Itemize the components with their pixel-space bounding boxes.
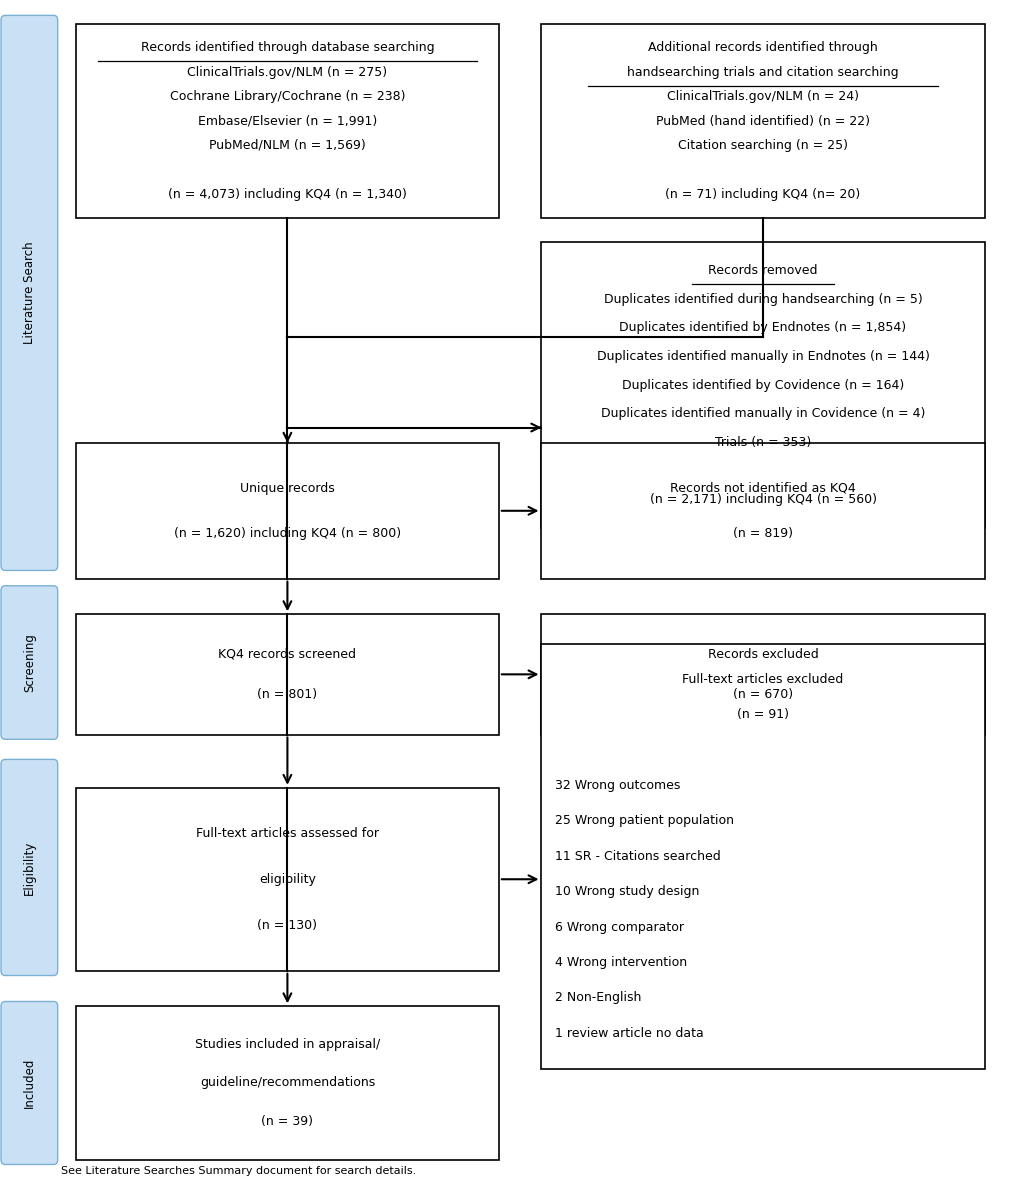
Text: 32 Wrong outcomes: 32 Wrong outcomes [554, 778, 679, 792]
Text: 11 SR - Citations searched: 11 SR - Citations searched [554, 849, 720, 863]
FancyBboxPatch shape [76, 788, 498, 971]
Text: KQ4 records screened: KQ4 records screened [218, 647, 356, 661]
Text: Duplicates identified manually in Endnotes (n = 144): Duplicates identified manually in Endnot… [596, 350, 928, 363]
Text: Records not identified as KQ4: Records not identified as KQ4 [669, 482, 855, 495]
FancyBboxPatch shape [1, 15, 58, 570]
Text: 4 Wrong intervention: 4 Wrong intervention [554, 955, 686, 970]
Text: Duplicates identified by Covidence (n = 164): Duplicates identified by Covidence (n = … [622, 378, 903, 392]
Text: 1 review article no data: 1 review article no data [554, 1026, 703, 1040]
FancyBboxPatch shape [541, 24, 984, 218]
Text: Eligibility: Eligibility [23, 840, 35, 895]
Text: Additional records identified through: Additional records identified through [647, 41, 878, 54]
Text: Unique records: Unique records [240, 482, 335, 495]
Text: (n = 39): (n = 39) [261, 1115, 313, 1128]
Text: 10 Wrong study design: 10 Wrong study design [554, 885, 699, 899]
Text: (n = 71) including KQ4 (n= 20): (n = 71) including KQ4 (n= 20) [665, 188, 859, 201]
Text: Records identified through database searching: Records identified through database sear… [141, 41, 434, 54]
FancyBboxPatch shape [541, 443, 984, 579]
Text: handsearching trials and citation searching: handsearching trials and citation search… [627, 66, 898, 79]
Text: eligibility: eligibility [259, 873, 315, 886]
Text: Records removed: Records removed [708, 265, 817, 278]
Text: guideline/recommendations: guideline/recommendations [199, 1076, 375, 1090]
Text: Trials (n = 353): Trials (n = 353) [714, 436, 811, 449]
Text: Literature Search: Literature Search [23, 242, 35, 344]
Text: PubMed (hand identified) (n = 22): PubMed (hand identified) (n = 22) [655, 115, 869, 128]
FancyBboxPatch shape [541, 242, 984, 528]
Text: Screening: Screening [23, 633, 35, 692]
FancyBboxPatch shape [76, 614, 498, 735]
Text: (n = 670): (n = 670) [732, 687, 793, 702]
Text: ClinicalTrials.gov/NLM (n = 24): ClinicalTrials.gov/NLM (n = 24) [666, 90, 858, 103]
Text: (n = 1,620) including KQ4 (n = 800): (n = 1,620) including KQ4 (n = 800) [174, 527, 400, 540]
Text: (n = 4,073) including KQ4 (n = 1,340): (n = 4,073) including KQ4 (n = 1,340) [168, 188, 406, 201]
Text: Duplicates identified manually in Covidence (n = 4): Duplicates identified manually in Covide… [601, 407, 924, 420]
Text: Studies included in appraisal/: Studies included in appraisal/ [194, 1038, 380, 1051]
FancyBboxPatch shape [1, 759, 58, 976]
FancyBboxPatch shape [1, 586, 58, 739]
Text: 2 Non-English: 2 Non-English [554, 991, 640, 1005]
FancyBboxPatch shape [76, 1006, 498, 1160]
Text: Full-text articles excluded: Full-text articles excluded [681, 672, 843, 686]
Text: (n = 130): (n = 130) [257, 919, 317, 932]
Text: (n = 91): (n = 91) [736, 707, 789, 722]
Text: 25 Wrong patient population: 25 Wrong patient population [554, 814, 733, 828]
Text: (n = 801): (n = 801) [257, 687, 317, 702]
Text: PubMed/NLM (n = 1,569): PubMed/NLM (n = 1,569) [209, 139, 365, 152]
Text: See Literature Searches Summary document for search details.: See Literature Searches Summary document… [61, 1167, 416, 1176]
Text: Included: Included [23, 1058, 35, 1108]
Text: Duplicates identified during handsearching (n = 5): Duplicates identified during handsearchi… [604, 293, 921, 306]
Text: (n = 2,171) including KQ4 (n = 560): (n = 2,171) including KQ4 (n = 560) [649, 492, 876, 505]
Text: 6 Wrong comparator: 6 Wrong comparator [554, 920, 682, 934]
FancyBboxPatch shape [541, 614, 984, 735]
Text: Duplicates identified by Endnotes (n = 1,854): Duplicates identified by Endnotes (n = 1… [619, 321, 906, 334]
Text: ClinicalTrials.gov/NLM (n = 275): ClinicalTrials.gov/NLM (n = 275) [187, 66, 387, 79]
FancyBboxPatch shape [76, 443, 498, 579]
Text: Full-text articles assessed for: Full-text articles assessed for [196, 827, 378, 840]
Text: Records excluded: Records excluded [707, 647, 818, 661]
Text: Cochrane Library/Cochrane (n = 238): Cochrane Library/Cochrane (n = 238) [170, 90, 404, 103]
Text: (n = 819): (n = 819) [732, 527, 793, 540]
Text: Citation searching (n = 25): Citation searching (n = 25) [677, 139, 847, 152]
FancyBboxPatch shape [76, 24, 498, 218]
FancyBboxPatch shape [541, 644, 984, 1069]
FancyBboxPatch shape [1, 1001, 58, 1164]
Text: Embase/Elsevier (n = 1,991): Embase/Elsevier (n = 1,991) [197, 115, 377, 128]
